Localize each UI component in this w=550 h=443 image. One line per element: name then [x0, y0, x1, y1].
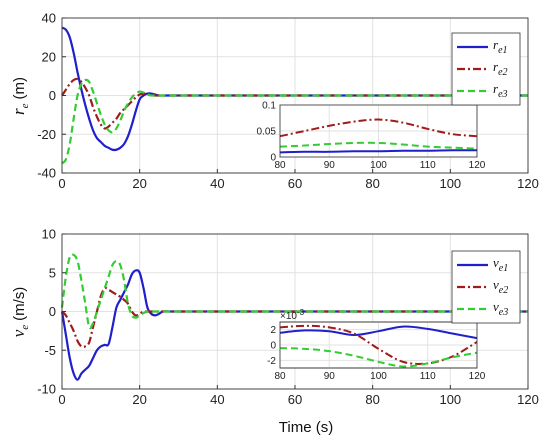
inset-series-line-e1	[279, 325, 478, 340]
y-tick-label: 5	[49, 265, 56, 280]
inset-y-tick-label: 2	[270, 325, 276, 336]
y-tick-label: 20	[42, 49, 56, 64]
y-tick-label: -20	[37, 127, 56, 142]
x-tick-label: 120	[517, 392, 539, 407]
x-tick-label: 0	[58, 176, 65, 191]
inset-series-line-e2	[279, 118, 478, 138]
x-tick-label: 120	[517, 176, 539, 191]
x-tick-label: 100	[439, 392, 461, 407]
legend-label-e2: re2	[493, 59, 508, 78]
x-tick-label: 20	[132, 392, 146, 407]
inset-chart: 80 90 100 110 120 -2 0 2 ×10-3	[267, 308, 486, 382]
x-tick-label: 0	[58, 392, 65, 407]
inset-x-tick-label: 120	[469, 371, 486, 382]
inset-series-line-e2	[279, 324, 478, 365]
inset-chart: 80 90 100 110 120 0 0.05 0.1	[257, 101, 486, 172]
inset-y-tick-label: 0.05	[257, 127, 277, 138]
inset-series-line-e1	[279, 149, 478, 154]
series-line-e3	[60, 253, 528, 330]
series-line-e3	[61, 78, 528, 165]
x-tick-label: 80	[365, 392, 379, 407]
x-tick-label: 60	[288, 392, 302, 407]
x-axis-label: Time (s)	[279, 419, 333, 436]
y-tick-label: -5	[44, 343, 56, 358]
inset-x-tick-label: 80	[274, 160, 286, 171]
y-tick-label: 0	[49, 304, 56, 319]
legend: re1 re2 re3	[451, 32, 521, 106]
y-tick-label: -10	[37, 382, 56, 397]
x-tick-label: 40	[210, 176, 224, 191]
legend-label-e3: ve3	[493, 299, 508, 318]
legend-label-e1: ve1	[493, 255, 508, 274]
inset-x-tick-label: 90	[324, 371, 336, 382]
inset-x-tick-label: 110	[420, 160, 436, 171]
legend-label-e1: re1	[493, 37, 508, 56]
inset-y-tick-label: 0	[270, 153, 276, 164]
inset-y-tick-label: 0	[270, 341, 276, 352]
inset-series-line-e3	[279, 141, 478, 150]
y-tick-label: 0	[49, 88, 56, 103]
y-axis-label: ve(m/s)	[9, 287, 31, 338]
inset-border	[279, 321, 478, 369]
legend-label-e2: ve2	[493, 277, 508, 296]
inset-series-line-e3	[279, 347, 478, 368]
x-tick-label: 20	[132, 176, 146, 191]
inset-x-tick-label: 90	[324, 160, 336, 171]
y-tick-label: 10	[42, 227, 56, 242]
inset-x-tick-label: 100	[370, 160, 387, 171]
legend-label-e3: re3	[493, 81, 508, 100]
y-tick-label: 40	[42, 11, 56, 26]
series-line-e2	[61, 286, 528, 349]
legend: ve1 ve2 ve3	[451, 250, 521, 324]
x-tick-label: 100	[439, 176, 461, 191]
inset-x-tick-label: 80	[274, 371, 286, 382]
inset-exponent-label: ×10-3	[280, 308, 305, 322]
inset-y-tick-label: -2	[267, 356, 276, 367]
x-tick-label: 40	[210, 392, 224, 407]
inset-x-tick-label: 100	[370, 371, 387, 382]
inset-x-tick-label: 110	[420, 371, 436, 382]
x-tick-label: 80	[365, 176, 379, 191]
inset-border	[279, 104, 478, 158]
x-tick-label: 60	[288, 176, 302, 191]
inset-y-tick-label: 0.1	[262, 101, 276, 112]
y-axis-label: re(m)	[9, 77, 31, 115]
y-tick-label: -40	[37, 166, 56, 181]
inset-x-tick-label: 120	[469, 160, 486, 171]
